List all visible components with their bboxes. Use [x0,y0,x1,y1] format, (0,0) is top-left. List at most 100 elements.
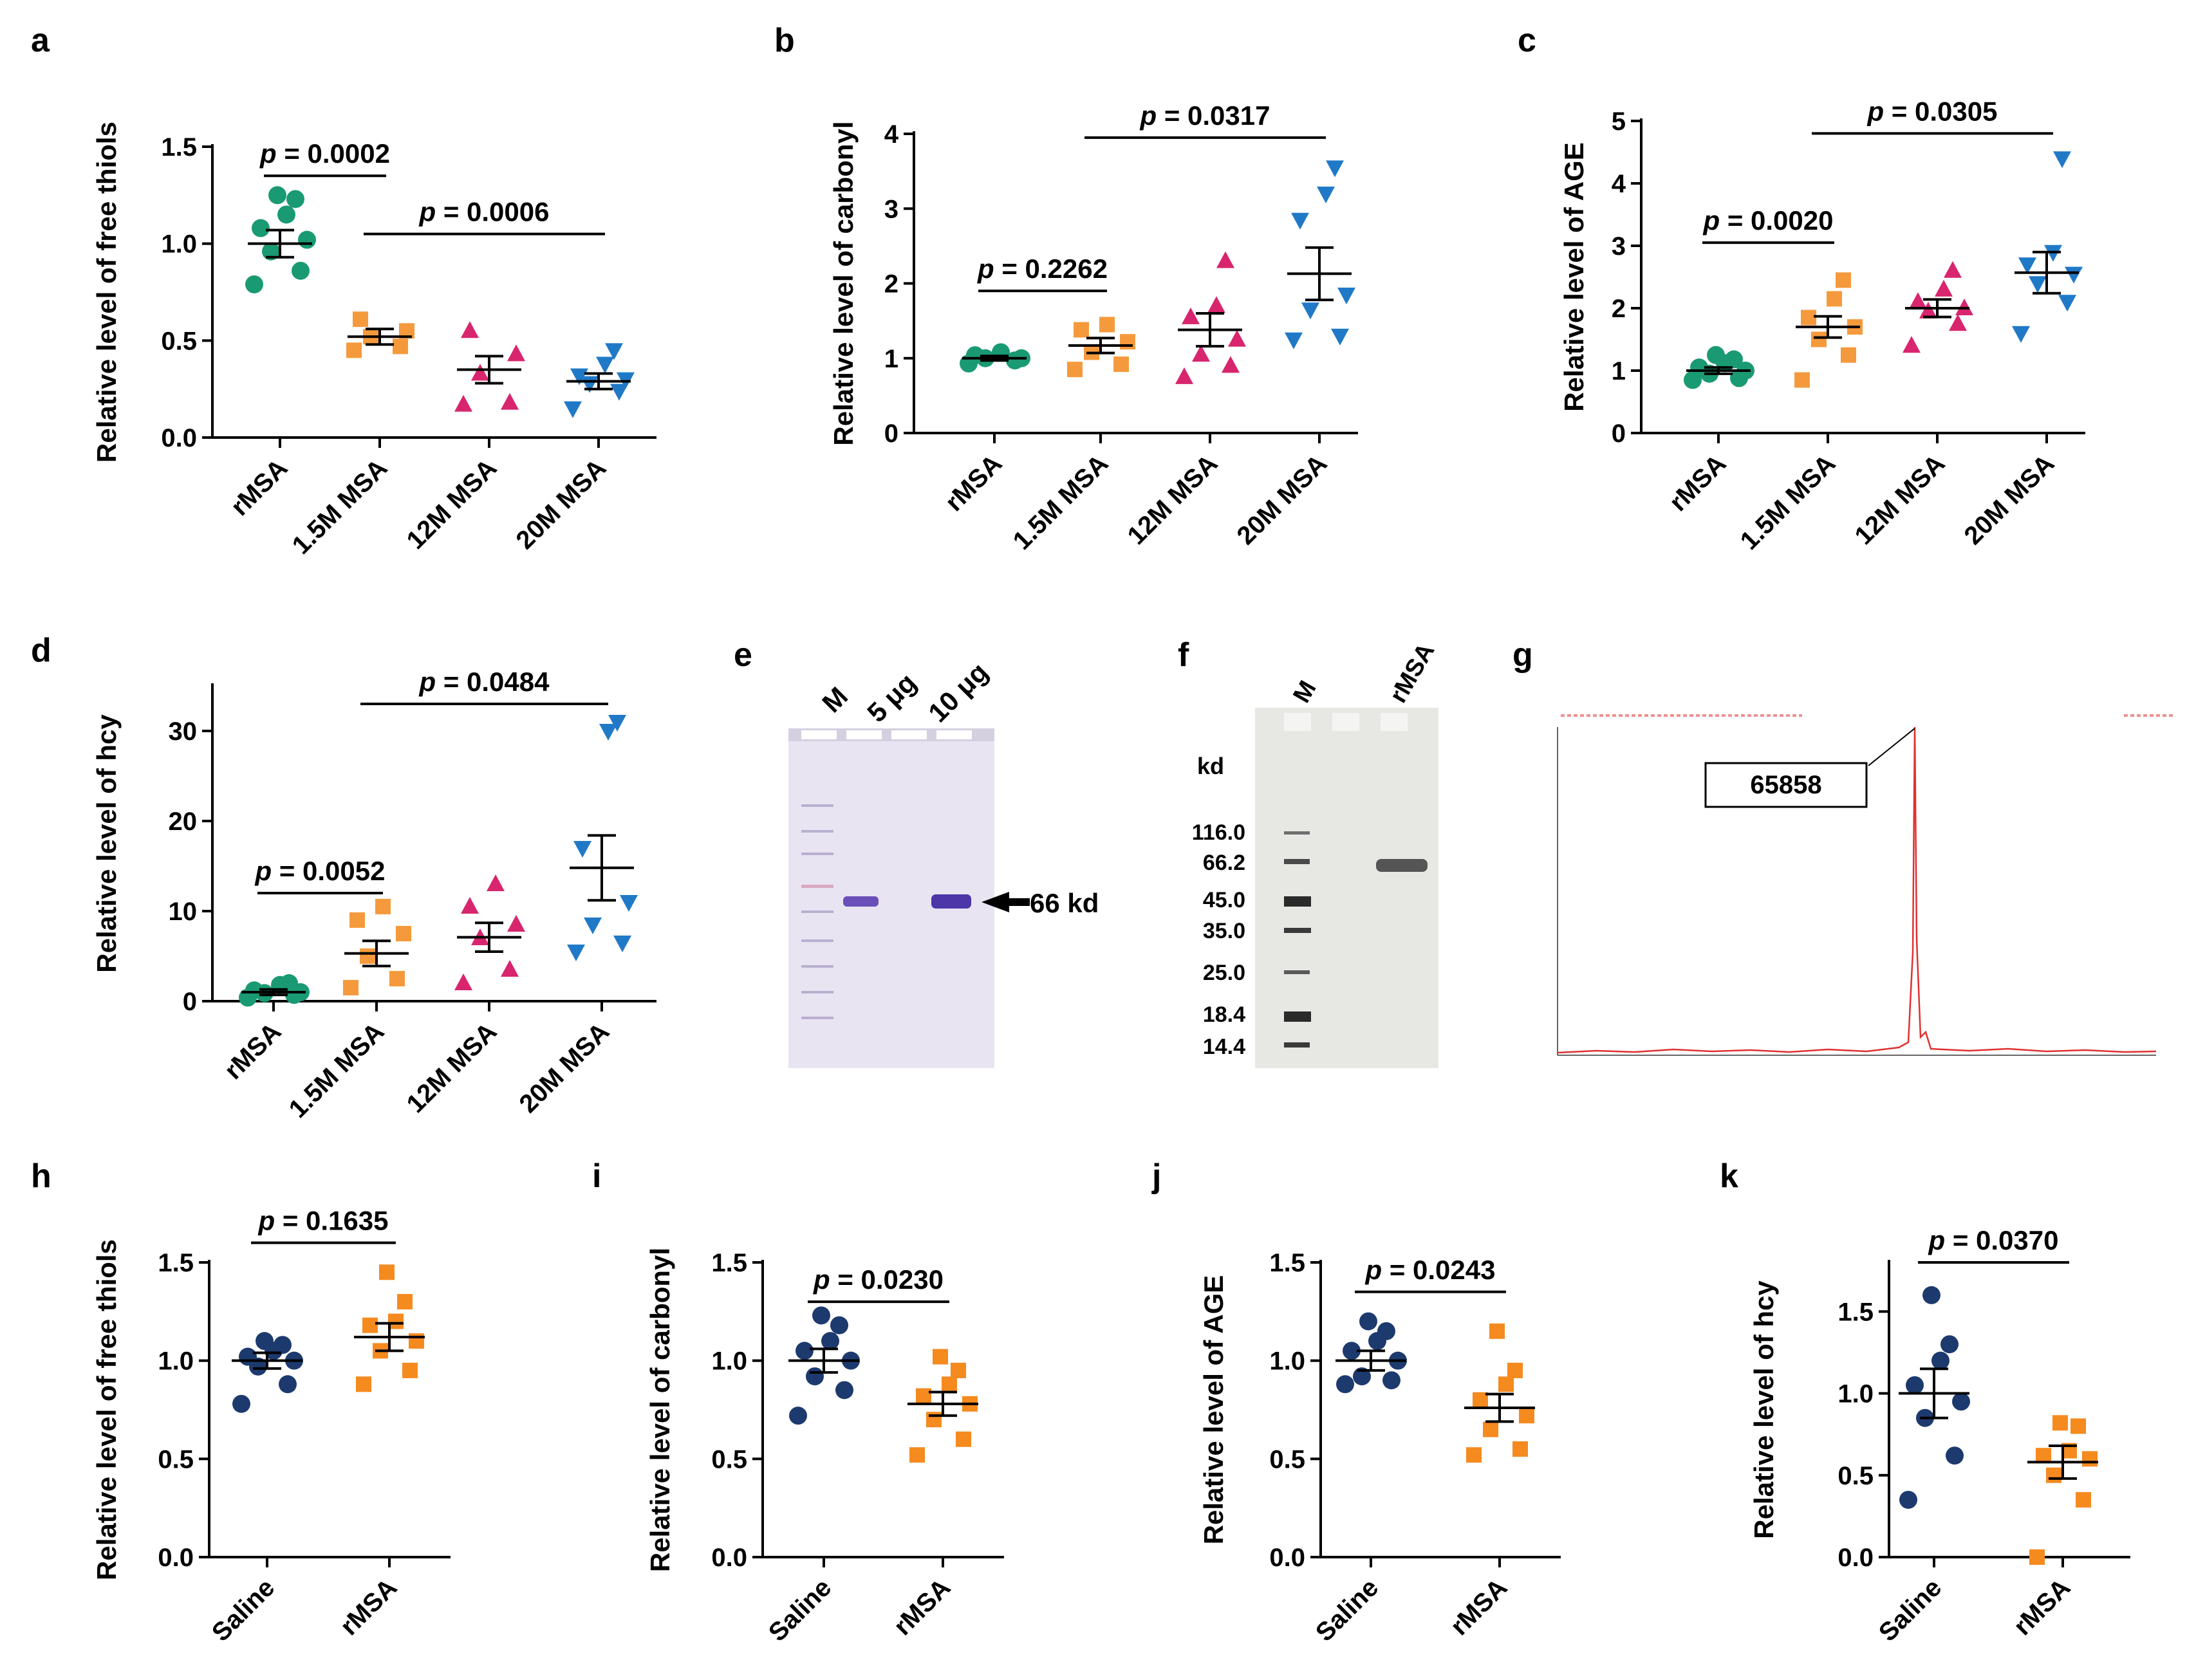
data-point [507,344,525,362]
data-point [573,841,591,858]
data-point [393,338,408,355]
panel-letter: a [31,22,50,59]
data-point [1337,287,1355,304]
data-point [1353,1367,1371,1386]
gel-band-5ug [843,896,879,907]
data-point [1690,358,1708,377]
y-tick-label: 4 [1612,170,1626,198]
peak-label-box [1704,762,1868,808]
data-point [2076,1491,2091,1508]
data-point [1120,334,1135,350]
y-tick-label: 1.5 [1838,1298,1874,1326]
data-point [362,1317,378,1333]
panel-letter: i [592,1158,601,1195]
panel-f: f M rMSA kd 116.0 66.2 45.0 35.0 25.0 18… [1178,636,1440,1068]
p-value-label: p = 0.0370 [1928,1225,2059,1255]
data-point [1498,1376,1514,1392]
data-point [599,724,617,741]
data-point [396,926,411,941]
marker-label: 116.0 [1192,820,1245,845]
ladder-band [801,910,833,913]
data-point [1707,346,1725,364]
arrow-icon [982,892,1030,912]
ladder-band [801,830,833,833]
marker-band [1284,831,1310,835]
y-tick-label: 0.0 [1838,1544,1874,1572]
y-tick-label: 1 [1612,357,1626,385]
data-point [2065,266,2083,284]
data-point [454,974,472,990]
gel-well [891,730,927,739]
data-point [409,1333,424,1349]
marker-label: 45.0 [1203,888,1245,912]
p-value-label: p = 0.1635 [258,1205,389,1235]
data-point [268,186,286,205]
gel-well [1332,713,1359,731]
y-axis-label: Relative level of hcy [91,714,122,973]
data-point [2058,295,2076,312]
y-axis-label: Relative level of free thiols [91,122,122,463]
panel-letter: b [774,22,795,59]
spectrum-trace [1557,726,2157,1054]
data-point [343,980,358,995]
marker-band [1284,1042,1310,1048]
ladder-band [801,991,833,993]
marker-band [1284,1011,1311,1022]
panel-letter: f [1178,636,1189,674]
ladder-band [801,853,833,855]
data-point [1317,187,1335,203]
data-point [487,874,505,891]
y-tick-label: 0.5 [711,1445,747,1473]
data-point [239,1347,257,1366]
data-point [605,343,623,360]
y-tick-label: 0.5 [1269,1445,1305,1473]
data-point [608,715,626,732]
ladder-band [801,885,833,888]
y-tick-label: 20 [169,808,198,836]
marker-label: 35.0 [1203,919,1245,943]
data-point [389,971,405,986]
y-tick-label: 3 [884,195,898,223]
data-point [1935,279,1953,297]
gel-well [846,730,882,739]
y-tick-label: 30 [169,717,198,746]
panel-letter: g [1512,636,1533,674]
y-axis-label: Relative level of carbonyl [645,1248,675,1572]
ladder-band [801,965,833,968]
data-point [1512,1441,1528,1457]
data-point [835,1381,853,1399]
y-tick-label: 2 [1612,295,1626,323]
peak-leader-line [1868,728,1915,766]
data-point [1301,302,1319,320]
p-value-label: p = 0.0230 [813,1264,944,1295]
gel-well [936,730,972,739]
data-point [286,190,304,208]
y-tick-label: 5 [1612,107,1626,136]
ladder-band [801,804,833,807]
data-point [346,342,362,358]
data-point [567,945,585,961]
data-point [830,1316,848,1334]
data-point [277,205,295,224]
p-value-label: p = 0.0006 [419,197,550,227]
data-point [1377,1322,1395,1340]
data-point [1899,1490,1917,1509]
data-point [501,392,519,410]
data-point [926,1412,942,1428]
data-point [564,401,582,418]
data-point [2012,326,2030,343]
data-point [933,1349,948,1365]
data-point [1946,1446,1964,1465]
y-tick-label: 0.5 [158,1445,194,1473]
data-point [596,356,614,374]
y-tick-label: 1.0 [158,1347,194,1376]
data-point [245,275,263,293]
panel-letter: k [1720,1158,1738,1195]
data-point [1725,350,1743,369]
marker-labels: 116.0 66.2 45.0 35.0 25.0 18.4 14.4 [1192,820,1245,1059]
marker-band [1284,928,1311,933]
data-point [1216,251,1234,268]
data-point [454,394,472,412]
data-point [613,936,631,952]
data-point [360,948,375,964]
